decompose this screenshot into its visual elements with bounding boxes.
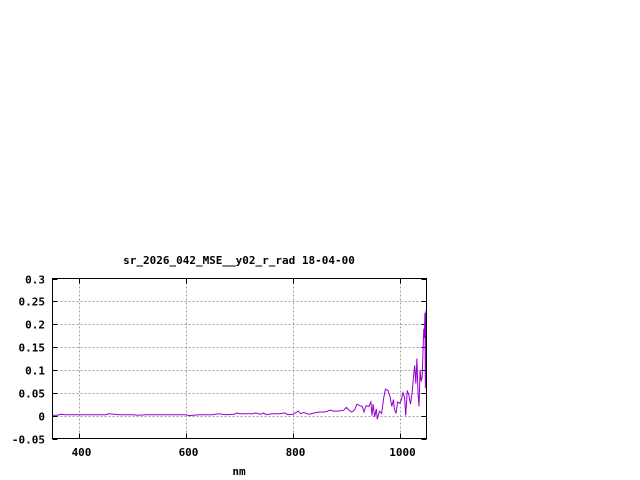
y-axis: -0.05 0 0.05 0.1 0.15 0.2 0.25 0.3 — [12, 274, 427, 447]
y-tick-label: 0.25 — [19, 296, 46, 309]
y-tick-label: 0.3 — [25, 274, 45, 287]
x-tick-label: 1000 — [389, 446, 416, 459]
series-line — [52, 310, 427, 420]
y-tick-label: 0.1 — [25, 365, 45, 378]
grid — [52, 278, 427, 439]
y-tick-label: 0 — [38, 411, 45, 424]
y-tick-label: 0.2 — [25, 319, 45, 332]
y-tick-label: 0.15 — [19, 342, 46, 355]
x-tick-label: 800 — [286, 446, 306, 459]
x-tick-label: 400 — [72, 446, 92, 459]
chart-title: sr_2026_042_MSE__y02_r_rad 18-04-00 — [123, 254, 355, 267]
y-tick-label: -0.05 — [12, 434, 45, 447]
x-axis-label: nm — [232, 465, 246, 478]
x-tick-label: 600 — [179, 446, 199, 459]
x-axis: 400 600 800 1000 — [72, 278, 416, 459]
y-tick-label: 0.05 — [19, 388, 46, 401]
plot-frame — [52, 278, 427, 439]
